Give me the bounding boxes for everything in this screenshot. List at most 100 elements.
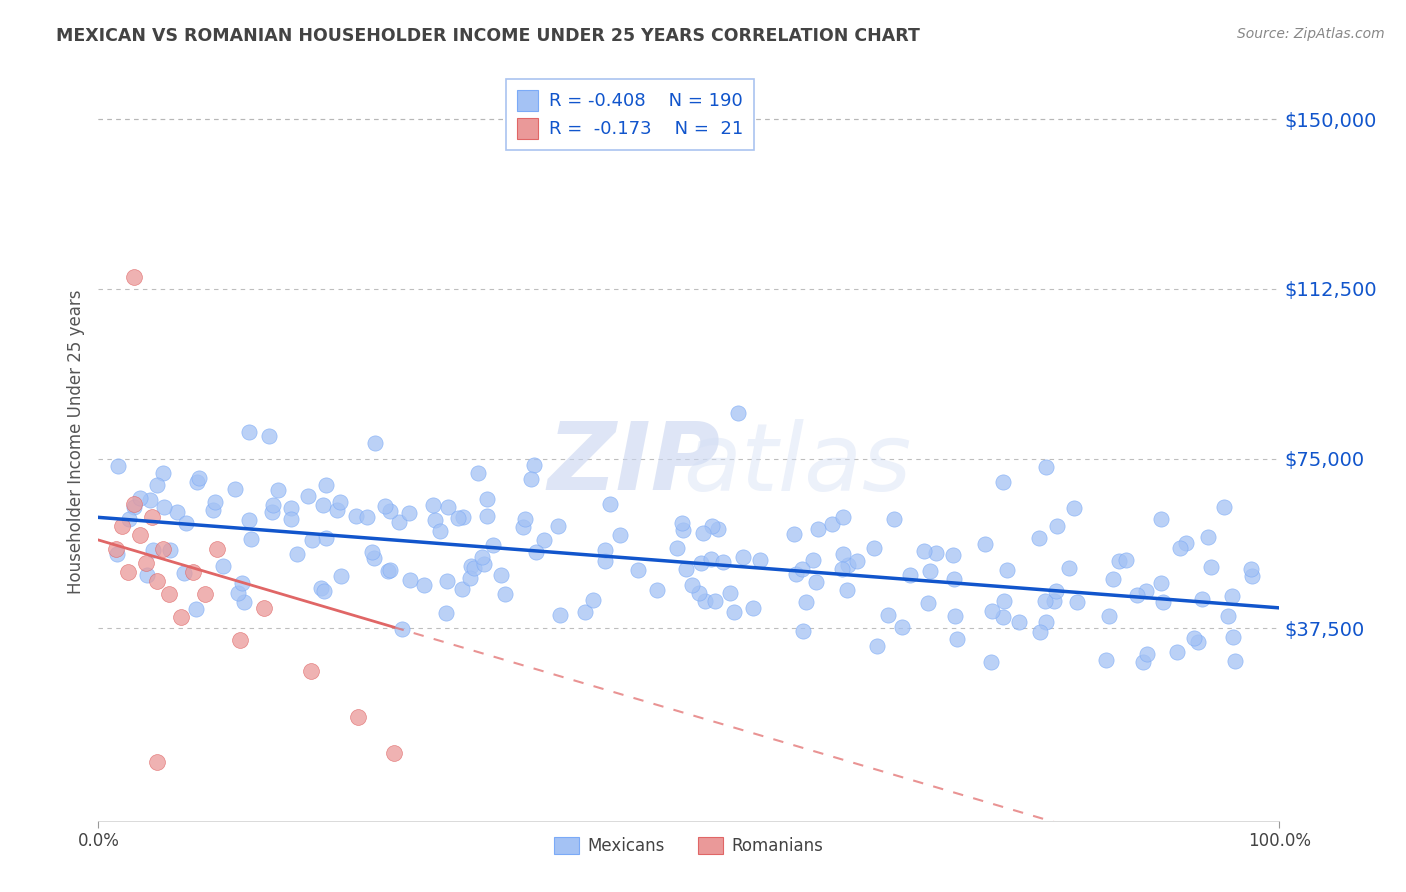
Point	[181, 565, 204, 579]
Point	[672, 523, 695, 537]
Point	[832, 547, 855, 561]
Point	[117, 565, 139, 579]
Point	[681, 578, 703, 592]
Point	[135, 556, 157, 570]
Point	[107, 459, 129, 474]
Point	[314, 584, 336, 599]
Point	[153, 500, 176, 514]
Point	[356, 510, 378, 524]
Point	[912, 543, 935, 558]
Point	[1126, 588, 1149, 602]
Point	[1033, 594, 1056, 608]
Legend: Mexicans, Romanians: Mexicans, Romanians	[548, 830, 830, 862]
Point	[1223, 653, 1246, 667]
Point	[260, 505, 283, 519]
Point	[1046, 518, 1069, 533]
Point	[1150, 512, 1173, 526]
Point	[329, 494, 352, 508]
Point	[146, 574, 169, 588]
Point	[326, 503, 349, 517]
Point	[645, 582, 668, 597]
Point	[166, 505, 188, 519]
Point	[204, 494, 226, 508]
Point	[671, 516, 693, 531]
Point	[111, 519, 134, 533]
Point	[301, 533, 323, 547]
Point	[711, 555, 734, 569]
Point	[475, 492, 498, 507]
Point	[804, 574, 827, 589]
Point	[398, 573, 420, 587]
Point	[262, 498, 284, 512]
Point	[170, 610, 193, 624]
Point	[1029, 624, 1052, 639]
Point	[437, 500, 460, 514]
Point	[159, 542, 181, 557]
Point	[547, 518, 569, 533]
Point	[1035, 459, 1057, 474]
Point	[1063, 500, 1085, 515]
Point	[1213, 500, 1236, 514]
Point	[1008, 615, 1031, 629]
Point	[548, 608, 571, 623]
Point	[447, 511, 470, 525]
Point	[665, 541, 688, 555]
Point	[231, 576, 253, 591]
Point	[152, 542, 174, 557]
Point	[741, 601, 763, 615]
Point	[240, 532, 263, 546]
Point	[1175, 536, 1198, 550]
Point	[377, 564, 399, 578]
Point	[704, 593, 727, 607]
Point	[472, 558, 495, 572]
Point	[748, 552, 770, 566]
Point	[980, 604, 1002, 618]
Point	[374, 499, 396, 513]
Point	[238, 513, 260, 527]
Point	[863, 541, 886, 556]
Point	[330, 569, 353, 583]
Point	[946, 632, 969, 647]
Point	[142, 542, 165, 557]
Point	[128, 528, 150, 542]
Point	[429, 524, 451, 538]
Point	[1028, 531, 1050, 545]
Point	[794, 595, 817, 609]
Point	[253, 600, 276, 615]
Point	[1166, 645, 1188, 659]
Point	[1043, 594, 1066, 608]
Point	[980, 655, 1002, 669]
Point	[1136, 647, 1159, 661]
Point	[1152, 595, 1174, 609]
Point	[1135, 583, 1157, 598]
Point	[347, 709, 370, 723]
Point	[695, 594, 717, 608]
Point	[470, 549, 492, 564]
Point	[891, 620, 914, 634]
Text: atlas: atlas	[683, 418, 911, 510]
Point	[690, 556, 713, 570]
Point	[706, 522, 728, 536]
Point	[451, 510, 474, 524]
Point	[820, 517, 842, 532]
Point	[280, 511, 302, 525]
Point	[627, 563, 650, 577]
Point	[226, 586, 249, 600]
Point	[212, 558, 235, 573]
Point	[524, 545, 547, 559]
Point	[835, 582, 858, 597]
Point	[727, 406, 749, 420]
Point	[688, 586, 710, 600]
Point	[152, 467, 174, 481]
Point	[309, 582, 332, 596]
Point	[1184, 632, 1206, 646]
Point	[675, 562, 697, 576]
Point	[378, 563, 401, 577]
Point	[436, 574, 458, 589]
Point	[398, 506, 420, 520]
Text: ZIP: ZIP	[547, 418, 720, 510]
Point	[523, 458, 546, 472]
Point	[692, 525, 714, 540]
Point	[141, 510, 163, 524]
Point	[837, 558, 859, 572]
